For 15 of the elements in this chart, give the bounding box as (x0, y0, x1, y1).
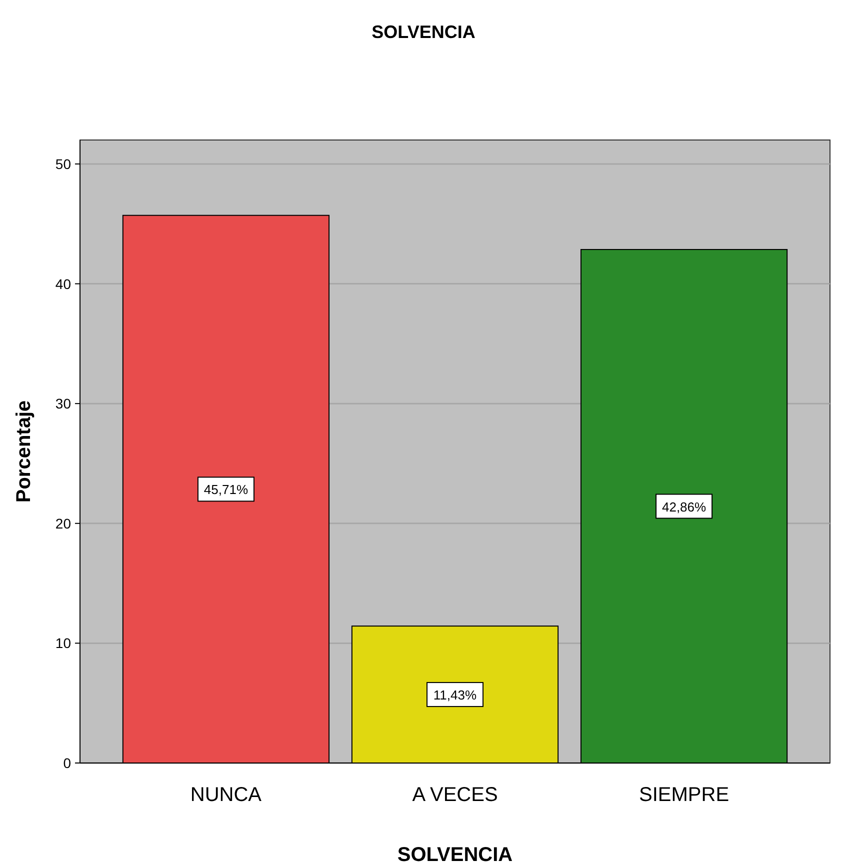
x-tick-label: SIEMPRE (639, 784, 730, 806)
y-tick-label: 40 (55, 276, 72, 292)
y-tick-label: 0 (63, 755, 72, 771)
data-label: 45,71% (204, 482, 248, 498)
y-tick-label: 20 (55, 515, 72, 532)
y-tick-label: 30 (55, 396, 72, 412)
data-label: 42,86% (662, 499, 707, 514)
x-axis-title: SOLVENCIA (397, 844, 513, 866)
chart-title: SOLVENCIA (372, 22, 476, 42)
data-label: 11,43% (433, 688, 477, 703)
y-axis-title: Porcentaje (13, 400, 35, 503)
x-tick-label: A VECES (412, 784, 498, 806)
y-tick-label: 10 (55, 635, 72, 652)
x-tick-label: NUNCA (190, 784, 262, 806)
y-tick-label: 50 (55, 156, 72, 172)
